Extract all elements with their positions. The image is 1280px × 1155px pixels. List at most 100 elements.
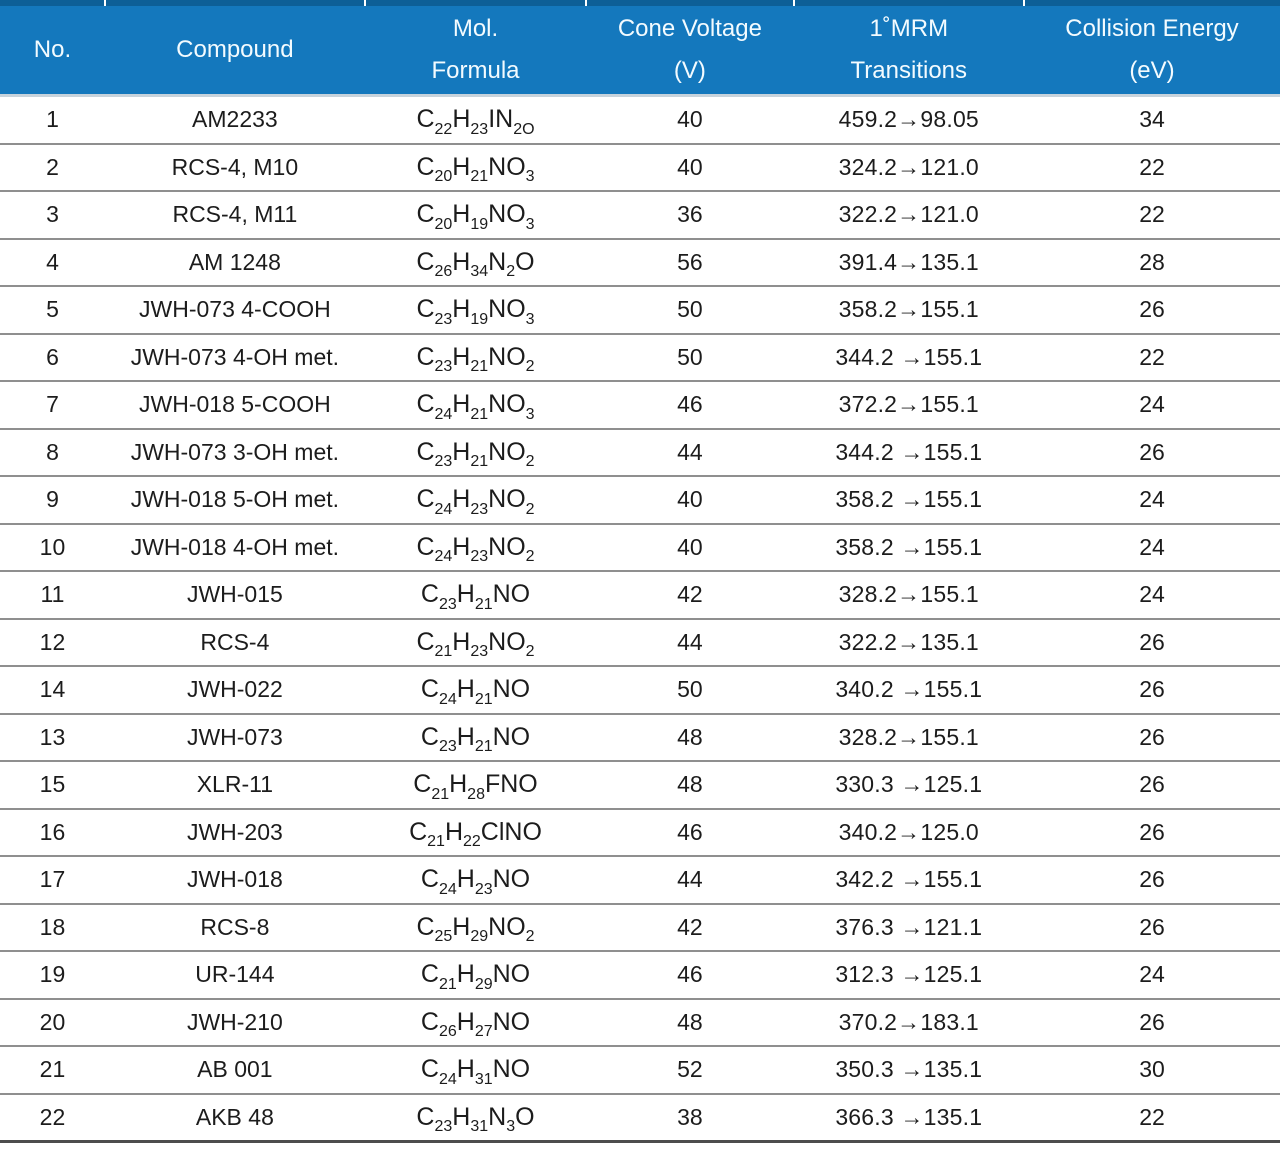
strip-segment	[363, 0, 587, 6]
molecular-formula: C23H21NO	[420, 722, 531, 756]
cell-ce: 22	[1023, 143, 1280, 192]
cell-ce: 22	[1023, 333, 1280, 382]
cell-ce: 22	[1023, 1093, 1280, 1143]
cell-compound: RCS-8	[104, 903, 365, 952]
cell-mrm: 350.3 →135.1	[793, 1046, 1024, 1095]
cell-no: 2	[0, 143, 105, 192]
cell-compound: XLR-11	[104, 761, 365, 810]
cell-no: 1	[0, 95, 105, 145]
table-row: 15 XLR-11 C21H28FNO 48 330.3 →125.1 26	[0, 761, 1280, 810]
cell-ce: 24	[1023, 571, 1280, 620]
cell-no: 4	[0, 238, 105, 287]
cell-compound: JWH-018 5-COOH	[104, 381, 365, 430]
cell-no: 5	[0, 286, 105, 335]
cell-mrm: 328.2→155.1	[793, 571, 1024, 620]
cell-mrm: 366.3 →135.1	[793, 1093, 1024, 1143]
column-header-mol-formula: Mol. Formula	[364, 6, 587, 97]
cell-mrm: 391.4→135.1	[793, 238, 1024, 287]
cell-no: 10	[0, 523, 105, 572]
cell-formula: C24H21NO3	[364, 381, 587, 430]
cell-compound: JWH-203	[104, 808, 365, 857]
cell-compound: JWH-015	[104, 571, 365, 620]
cell-ce: 26	[1023, 666, 1280, 715]
cell-ce: 26	[1023, 903, 1280, 952]
cell-no: 13	[0, 713, 105, 762]
cell-mrm: 358.2→155.1	[793, 286, 1024, 335]
cell-formula: C23H19NO3	[364, 286, 587, 335]
molecular-formula: C25H29NO2	[416, 912, 535, 946]
header-label: No.	[33, 35, 72, 63]
cell-formula: C21H22ClNO	[364, 808, 587, 857]
cell-compound: AB 001	[104, 1046, 365, 1095]
molecular-formula: C21H22ClNO	[409, 817, 542, 851]
cell-formula: C24H23NO2	[364, 523, 587, 572]
cell-cone: 52	[586, 1046, 794, 1095]
header-label: Collision Energy	[1065, 14, 1239, 42]
table-header: No. Compound Mol. Formula Cone Voltage (V)…	[0, 0, 1280, 97]
table-row: 5 JWH-073 4-COOH C23H19NO3 50 358.2→155.1 26	[0, 286, 1280, 335]
cell-formula: C20H19NO3	[364, 191, 587, 240]
cell-formula: C23H21NO2	[364, 333, 587, 382]
cell-formula: C23H31N3O	[364, 1093, 587, 1143]
cell-mrm: 330.3 →125.1	[793, 761, 1024, 810]
cell-compound: RCS-4, M11	[104, 191, 365, 240]
cell-cone: 40	[586, 95, 794, 145]
cell-formula: C24H21NO	[364, 666, 587, 715]
cell-no: 21	[0, 1046, 105, 1095]
cell-cone: 40	[586, 523, 794, 572]
table-row: 21 AB 001 C24H31NO 52 350.3 →135.1 30	[0, 1046, 1280, 1095]
cell-mrm: 342.2 →155.1	[793, 856, 1024, 905]
cell-ce: 24	[1023, 523, 1280, 572]
molecular-formula: C23H21NO2	[416, 437, 535, 471]
cell-mrm: 459.2→98.05	[793, 95, 1024, 145]
cell-ce: 26	[1023, 428, 1280, 477]
table-row: 6 JWH-073 4-OH met. C23H21NO2 50 344.2 →155.…	[0, 333, 1280, 382]
cell-no: 8	[0, 428, 105, 477]
strip-segment	[1022, 0, 1280, 6]
table-row: 14 JWH-022 C24H21NO 50 340.2 →155.1 26	[0, 666, 1280, 715]
molecular-formula: C23H19NO3	[416, 295, 535, 328]
cell-no: 20	[0, 998, 105, 1047]
strip-segment	[585, 0, 794, 6]
cell-compound: JWH-018 5-OH met.	[104, 476, 365, 525]
table-row: 19 UR-144 C21H29NO 46 312.3 →125.1 24	[0, 951, 1280, 1000]
cell-compound: RCS-4, M10	[104, 143, 365, 192]
cell-ce: 22	[1023, 191, 1280, 240]
cell-ce: 28	[1023, 238, 1280, 287]
header-label: Mol.	[452, 14, 499, 42]
cell-compound: AKB 48	[104, 1093, 365, 1143]
cell-formula: C23H21NO	[364, 571, 587, 620]
cell-ce: 24	[1023, 381, 1280, 430]
cell-cone: 40	[586, 143, 794, 192]
cell-compound: AM2233	[104, 95, 365, 145]
strip-segment	[103, 0, 365, 6]
cell-formula: C26H27NO	[364, 998, 587, 1047]
cell-cone: 36	[586, 191, 794, 240]
molecular-formula: C21H28FNO	[413, 770, 538, 803]
cell-cone: 44	[586, 856, 794, 905]
table-row: 22 AKB 48 C23H31N3O 38 366.3 →135.1 22	[0, 1093, 1280, 1143]
cell-compound: JWH-210	[104, 998, 365, 1047]
cell-formula: C22H23IN2O	[364, 95, 587, 145]
cell-mrm: 322.2→121.0	[793, 191, 1024, 240]
cell-mrm: 322.2→135.1	[793, 618, 1024, 667]
cell-mrm: 376.3 →121.1	[793, 903, 1024, 952]
table-row: 8 JWH-073 3-OH met. C23H21NO2 44 344.2 →155.…	[0, 428, 1280, 477]
cell-formula: C25H29NO2	[364, 903, 587, 952]
table-row: 9 JWH-018 5-OH met. C24H23NO2 40 358.2 →155.…	[0, 476, 1280, 525]
header-label: Transitions	[850, 57, 968, 84]
header-label: Compound	[176, 35, 294, 63]
cell-formula: C21H23NO2	[364, 618, 587, 667]
table-row: 13 JWH-073 C23H21NO 48 328.2→155.1 26	[0, 713, 1280, 762]
cell-cone: 44	[586, 618, 794, 667]
cell-formula: C24H31NO	[364, 1046, 587, 1095]
cell-no: 14	[0, 666, 105, 715]
cell-compound: JWH-073 4-OH met.	[104, 333, 365, 382]
cell-no: 3	[0, 191, 105, 240]
cell-mrm: 312.3 →125.1	[793, 951, 1024, 1000]
cell-cone: 42	[586, 571, 794, 620]
header-label: 1˚MRM	[869, 14, 949, 42]
column-header-no: No.	[0, 6, 105, 97]
cell-cone: 46	[586, 951, 794, 1000]
